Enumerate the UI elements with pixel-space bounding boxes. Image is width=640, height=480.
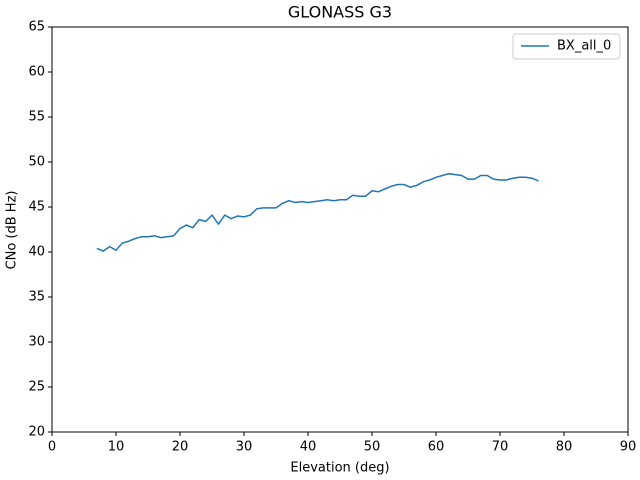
chart-title: GLONASS G3: [288, 3, 392, 22]
y-tick-label: 20: [28, 425, 45, 440]
legend-label: BX_all_0: [557, 39, 611, 54]
y-tick-label: 50: [28, 155, 45, 170]
x-tick-label: 0: [48, 440, 56, 455]
y-axis-label: CNo (dB Hz): [5, 191, 20, 270]
plot-frame: [51, 26, 629, 433]
legend-box: [512, 33, 621, 60]
x-tick-label: 80: [556, 440, 573, 455]
x-axis-label: Elevation (deg): [290, 461, 389, 476]
x-tick-label: 90: [620, 440, 637, 455]
y-tick-label: 65: [28, 20, 45, 35]
y-tick-label: 35: [28, 290, 45, 305]
y-tick-label: 30: [28, 335, 45, 350]
x-tick-label: 50: [364, 440, 381, 455]
y-tick-label: 40: [28, 245, 45, 260]
x-tick-label: 30: [236, 440, 253, 455]
y-tick-label: 25: [28, 380, 45, 395]
x-tick-label: 70: [492, 440, 509, 455]
data-line: [96, 172, 539, 252]
y-tick-label: 45: [28, 200, 45, 215]
y-tick-label: 55: [28, 110, 45, 125]
x-tick-label: 60: [428, 440, 445, 455]
y-tick-label: 60: [28, 65, 45, 80]
x-tick-label: 40: [300, 440, 317, 455]
x-tick-label: 20: [172, 440, 189, 455]
x-tick-label: 10: [108, 440, 125, 455]
